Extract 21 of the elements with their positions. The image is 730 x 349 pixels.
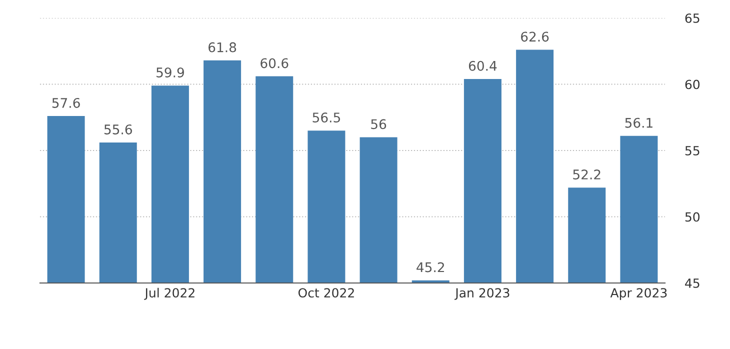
data-label: 56.5: [312, 112, 340, 123]
data-label: 60.4: [468, 60, 497, 71]
x-tick-label: Jul 2022: [144, 288, 194, 300]
data-label: 62.6: [521, 32, 549, 42]
data-label: 59.9: [156, 67, 184, 78]
y-tick-label: 55: [685, 146, 700, 156]
data-label: 45.2: [416, 262, 444, 272]
y-tick-label: 60: [685, 80, 700, 90]
x-tick-label: Apr 2023: [610, 288, 667, 300]
data-label: 56: [371, 119, 386, 130]
x-tick-label: Jan 2023: [454, 288, 510, 300]
data-label: 57.6: [52, 98, 80, 108]
data-label: 56.1: [625, 118, 652, 128]
data-label: 60.6: [260, 58, 288, 68]
y-tick-label: 50: [685, 212, 700, 222]
data-label: 52.2: [573, 170, 600, 180]
data-label: 61.8: [208, 42, 236, 52]
y-tick-label: 45: [685, 278, 700, 288]
x-tick-label: Oct 2022: [298, 288, 354, 298]
data-label: 55.6: [104, 124, 132, 134]
y-tick-label: 65: [685, 13, 700, 23]
